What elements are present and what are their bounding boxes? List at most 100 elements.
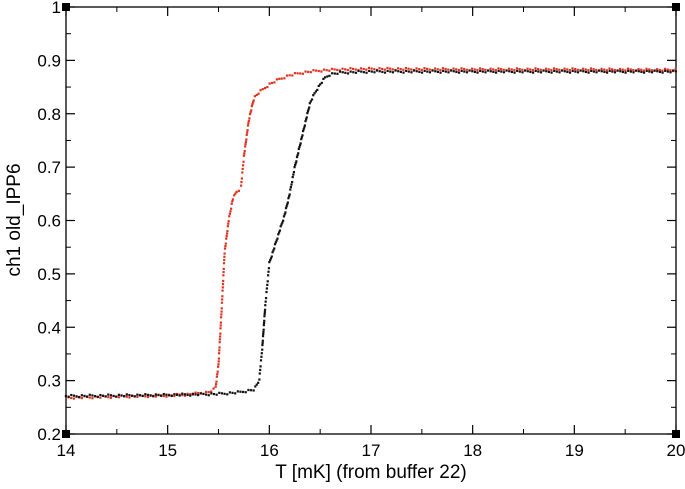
data-point xyxy=(513,69,516,72)
data-point xyxy=(167,394,171,397)
data-point xyxy=(561,69,564,72)
data-point xyxy=(452,70,455,73)
data-point xyxy=(219,324,222,327)
data-point xyxy=(222,279,225,283)
data-point xyxy=(552,67,556,70)
data-point xyxy=(281,221,284,224)
data-point xyxy=(216,370,219,373)
data-point xyxy=(250,104,253,108)
data-point xyxy=(357,69,360,73)
data-point xyxy=(674,70,677,73)
data-point xyxy=(295,155,299,159)
data-point xyxy=(242,390,245,394)
data-point xyxy=(291,74,294,77)
data-point xyxy=(186,392,189,395)
data-point xyxy=(304,120,307,123)
data-point xyxy=(251,101,255,104)
data-point xyxy=(146,393,150,396)
data-point xyxy=(468,69,471,72)
data-point xyxy=(370,67,373,70)
data-point xyxy=(125,395,128,398)
data-point xyxy=(352,71,355,74)
data-point xyxy=(590,69,593,72)
data-point xyxy=(234,192,237,195)
data-point xyxy=(221,283,225,286)
data-point xyxy=(645,69,648,72)
data-point xyxy=(571,67,574,70)
data-point xyxy=(218,352,221,355)
data-point xyxy=(250,109,253,112)
data-point xyxy=(489,67,492,70)
data-point xyxy=(666,70,669,73)
data-point xyxy=(266,283,269,286)
data-point xyxy=(600,67,603,70)
data-point xyxy=(220,301,224,304)
data-point xyxy=(637,70,640,73)
data-point xyxy=(181,392,184,395)
data-point xyxy=(378,70,381,73)
data-point xyxy=(658,70,662,74)
data-point xyxy=(450,69,453,72)
data-point xyxy=(457,68,460,72)
data-point xyxy=(243,152,246,155)
data-point xyxy=(513,71,516,74)
data-point xyxy=(293,166,296,169)
data-point xyxy=(212,387,215,390)
data-point xyxy=(296,72,299,75)
x-tick-label: 18 xyxy=(463,441,482,460)
data-point xyxy=(154,395,157,398)
data-point xyxy=(341,67,344,70)
data-point xyxy=(328,69,331,72)
data-point xyxy=(261,348,264,351)
data-point xyxy=(112,394,115,398)
data-point xyxy=(365,71,368,74)
data-point xyxy=(302,128,305,131)
data-point xyxy=(247,122,250,125)
data-point xyxy=(389,67,392,70)
data-point xyxy=(290,183,293,186)
data-point xyxy=(592,70,595,73)
data-point xyxy=(246,131,249,134)
data-point xyxy=(500,67,503,71)
data-point xyxy=(149,394,152,397)
data-point xyxy=(128,396,131,399)
data-point xyxy=(178,394,181,397)
data-point xyxy=(225,237,228,240)
data-point xyxy=(219,335,222,338)
data-point xyxy=(333,68,336,71)
data-point xyxy=(463,67,466,71)
data-point xyxy=(672,69,675,72)
data-point xyxy=(529,68,532,71)
data-point xyxy=(494,69,497,72)
data-point xyxy=(658,68,661,71)
data-point xyxy=(426,67,429,70)
data-point xyxy=(595,68,598,72)
data-point xyxy=(568,69,571,72)
x-tick-label: 20 xyxy=(667,441,685,460)
data-point xyxy=(470,67,474,70)
data-point xyxy=(274,241,277,244)
data-point xyxy=(497,67,500,70)
data-point xyxy=(289,188,292,191)
x-tick-label: 17 xyxy=(362,441,381,460)
data-point xyxy=(248,117,251,120)
data-point xyxy=(558,68,561,71)
data-point xyxy=(104,395,107,398)
data-point xyxy=(426,70,429,73)
data-point xyxy=(310,98,314,101)
data-point xyxy=(263,87,267,90)
data-point xyxy=(605,69,608,72)
data-point xyxy=(275,78,278,81)
data-point xyxy=(550,69,553,72)
data-point xyxy=(621,70,625,74)
data-point xyxy=(349,70,352,73)
data-point xyxy=(542,69,545,72)
data-point xyxy=(93,395,97,398)
data-point xyxy=(534,67,537,70)
data-point xyxy=(228,212,231,215)
data-point xyxy=(67,395,70,398)
data-point xyxy=(326,75,329,78)
data-point xyxy=(225,232,229,235)
data-point xyxy=(292,173,295,176)
data-point xyxy=(231,391,234,394)
